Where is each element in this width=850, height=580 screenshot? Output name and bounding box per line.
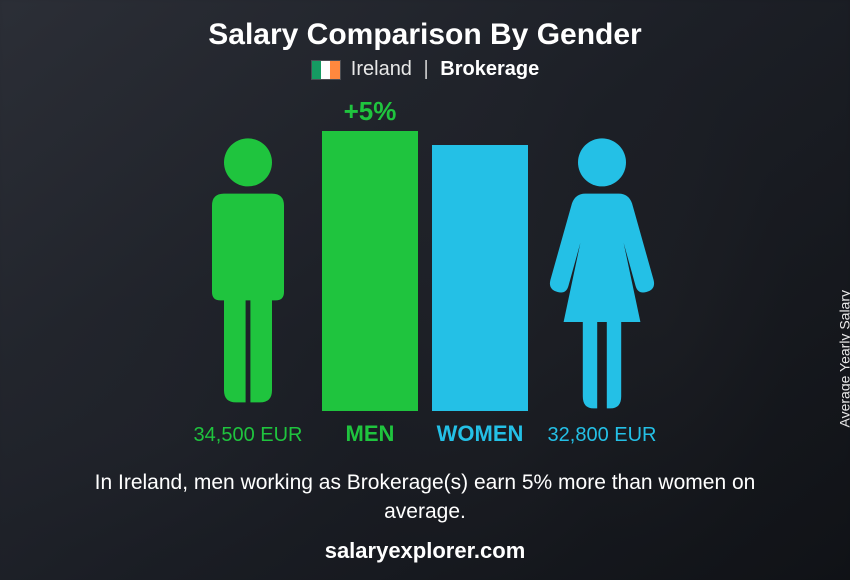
- flag-stripe-3: [330, 61, 339, 79]
- men-icon-column: 34,500 EUR: [188, 134, 308, 447]
- women-salary: 32,800 EUR: [548, 424, 657, 447]
- men-bar-column: +5% MEN: [322, 96, 418, 447]
- y-axis-label: Average Yearly Salary: [836, 290, 850, 428]
- category-label: Brokerage: [440, 58, 539, 80]
- page-title: Salary Comparison By Gender: [24, 18, 826, 52]
- summary-text: In Ireland, men working as Brokerage(s) …: [65, 469, 785, 526]
- women-icon-column: 32,800 EUR: [542, 134, 662, 447]
- infographic-container: Salary Comparison By Gender Ireland | Br…: [0, 0, 850, 580]
- men-label: MEN: [346, 421, 395, 447]
- women-label: WOMEN: [437, 421, 524, 447]
- flag-stripe-2: [321, 61, 330, 79]
- women-bar: [432, 145, 528, 411]
- female-icon: [542, 134, 662, 414]
- flag-stripe-1: [312, 61, 321, 79]
- source-attribution: salaryexplorer.com: [24, 538, 826, 564]
- subtitle-separator: |: [424, 58, 429, 80]
- men-salary: 34,500 EUR: [194, 424, 303, 447]
- male-icon: [188, 134, 308, 414]
- men-bar: [322, 131, 418, 411]
- subtitle-text: Ireland | Brokerage: [351, 58, 539, 81]
- ireland-flag-icon: [311, 60, 341, 80]
- pct-difference-label: +5%: [344, 96, 397, 127]
- women-bar-column: WOMEN: [432, 145, 528, 447]
- chart-area: 34,500 EUR +5% MEN WOMEN 32,800 EUR: [24, 95, 826, 455]
- subtitle-row: Ireland | Brokerage: [24, 58, 826, 81]
- country-label: Ireland: [351, 58, 412, 80]
